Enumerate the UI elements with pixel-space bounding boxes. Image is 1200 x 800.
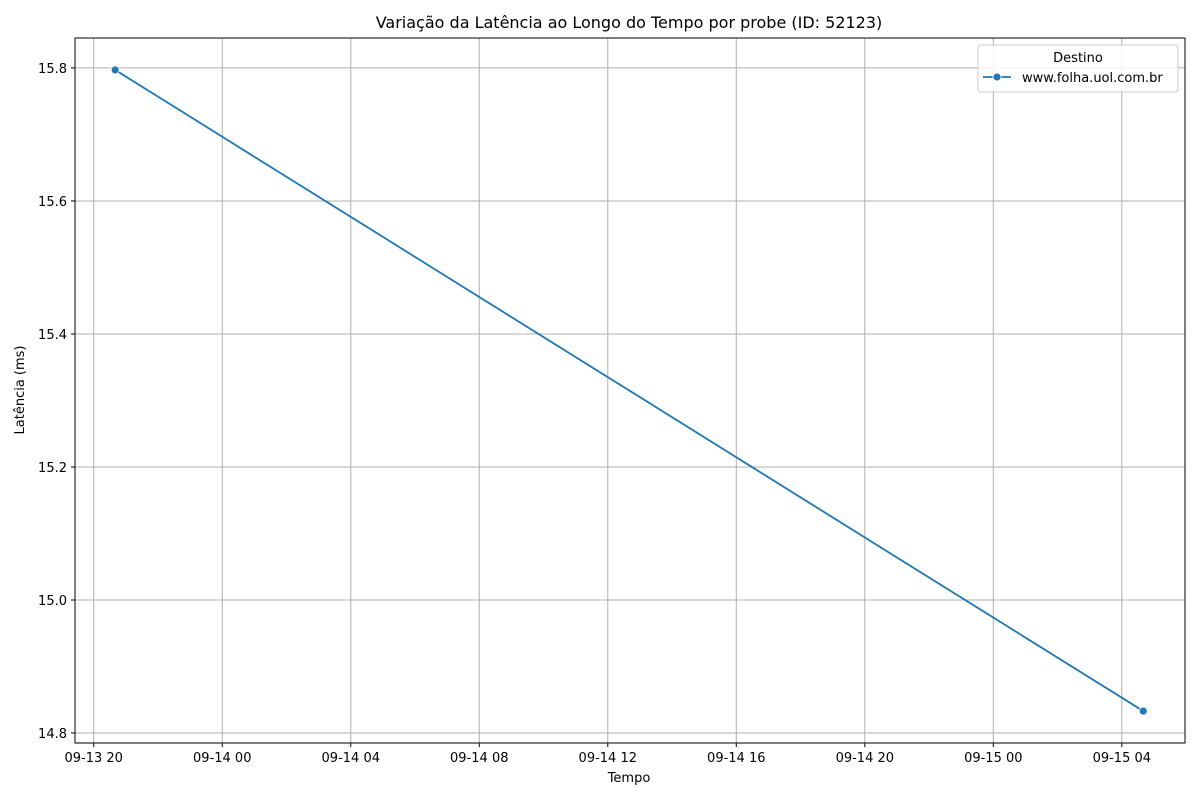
y-tick-label: 15.8 bbox=[38, 62, 67, 77]
y-tick-label: 14.8 bbox=[38, 727, 67, 742]
y-axis-label: Latência (ms) bbox=[13, 346, 28, 435]
x-tick-label: 09-15 00 bbox=[964, 751, 1022, 766]
series-layer bbox=[110, 65, 1148, 716]
x-tick-label: 09-14 20 bbox=[836, 751, 894, 766]
x-tick-label: 09-15 04 bbox=[1093, 751, 1151, 766]
legend: Destino www.folha.uol.com.br bbox=[977, 44, 1179, 93]
chart-title: Variação da Latência ao Longo do Tempo p… bbox=[376, 13, 883, 32]
y-tick-label: 15.2 bbox=[38, 461, 67, 476]
x-tick-label: 09-14 00 bbox=[193, 751, 251, 766]
data-point bbox=[110, 65, 120, 75]
legend-box bbox=[977, 44, 1179, 93]
ticks-layer: 09-13 20 09-14 00 09-14 04 09-14 08 09-14 12… bbox=[38, 62, 1151, 766]
series-line bbox=[114, 69, 1144, 712]
legend-series-marker bbox=[992, 72, 1002, 82]
x-tick-label: 09-14 12 bbox=[579, 751, 637, 766]
y-tick-label: 15.0 bbox=[38, 594, 67, 609]
legend-series-label: www.folha.uol.com.br bbox=[1022, 71, 1163, 86]
legend-title: Destino bbox=[1053, 51, 1103, 66]
grid-layer bbox=[75, 38, 1185, 743]
x-tick-label: 09-14 08 bbox=[450, 751, 508, 766]
y-tick-label: 15.4 bbox=[38, 328, 67, 343]
x-tick-label: 09-14 04 bbox=[322, 751, 380, 766]
x-axis-label: Tempo bbox=[607, 771, 651, 786]
plot-frame bbox=[74, 37, 1186, 744]
x-tick-label: 09-13 20 bbox=[65, 751, 123, 766]
data-point bbox=[1138, 706, 1148, 716]
x-tick-label: 09-14 16 bbox=[707, 751, 765, 766]
y-tick-label: 15.6 bbox=[38, 195, 67, 210]
